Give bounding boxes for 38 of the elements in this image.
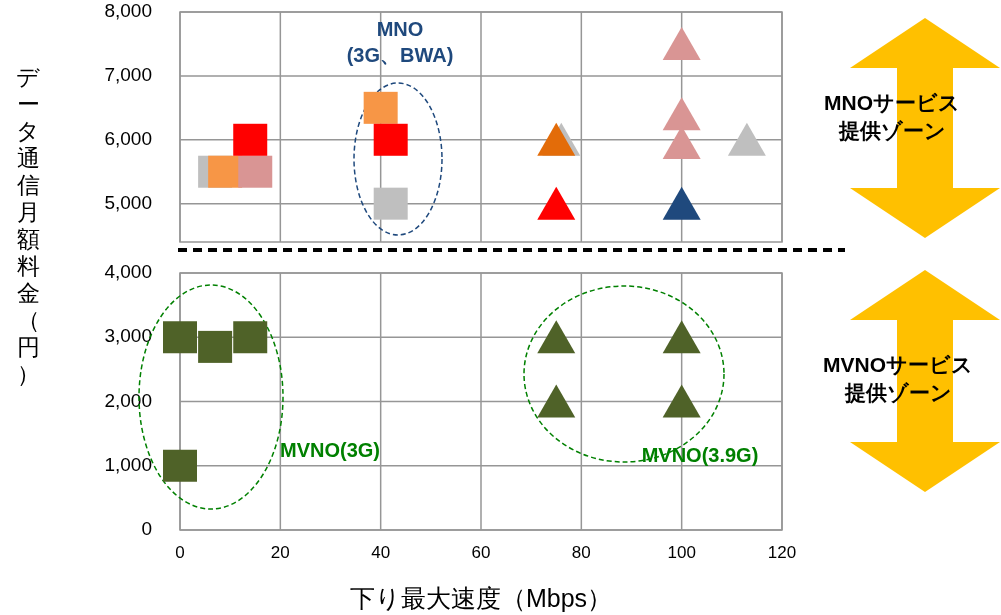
point <box>233 123 268 156</box>
point <box>662 26 701 60</box>
x-tick-label: 40 <box>371 543 391 562</box>
x-tick-label: 20 <box>270 543 290 562</box>
y-tick-label: 6,000 <box>104 127 152 149</box>
point <box>662 186 701 220</box>
point <box>363 91 398 124</box>
x-tick-label: 100 <box>667 543 696 562</box>
point <box>373 123 408 156</box>
point <box>537 320 576 354</box>
x-tick-label: 120 <box>767 543 797 562</box>
point <box>238 155 273 188</box>
point <box>537 384 576 418</box>
x-tick-label: 80 <box>571 543 591 562</box>
point <box>662 384 701 418</box>
point <box>727 122 766 156</box>
y-tick-label: 0 <box>141 518 152 540</box>
point <box>233 321 268 354</box>
text: データ通信月額料金（円） <box>16 64 40 387</box>
annotation: MNO (3G、BWA) <box>346 18 454 66</box>
y-tick-label: 7,000 <box>104 63 152 85</box>
point <box>537 186 576 220</box>
x-axis-title: 下り最大速度（Mbps） <box>349 584 613 612</box>
point <box>662 97 701 131</box>
point <box>163 321 197 354</box>
point <box>198 330 233 363</box>
y-tick-label: 5,000 <box>104 191 152 213</box>
y-tick-label: 4,000 <box>104 261 152 283</box>
point <box>163 449 197 482</box>
point <box>662 320 701 354</box>
y-tick-label: 2,000 <box>104 389 152 411</box>
y-tick-label: 8,000 <box>104 0 152 22</box>
y-tick-label: 3,000 <box>104 325 152 347</box>
x-tick-label: 0 <box>175 543 185 562</box>
annotation: MVNO(3G) <box>280 439 380 461</box>
point <box>373 187 408 220</box>
y-tick-label: 1,000 <box>104 453 152 475</box>
x-tick-label: 60 <box>471 543 491 562</box>
